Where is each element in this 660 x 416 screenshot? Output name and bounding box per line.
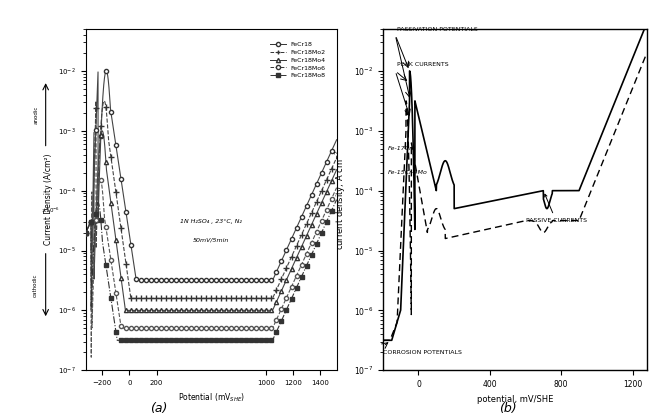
Fe-17Cr (537, 188, 545, 193)
Legend: FeCr18, FeCr18Mo2, FeCr18Mo4, FeCr18Mo6, FeCr18Mo8: FeCr18, FeCr18Mo2, FeCr18Mo4, FeCr18Mo6,… (268, 39, 329, 81)
Line: Fe-15Cr-4Mo: Fe-15Cr-4Mo (383, 53, 647, 340)
Fe-15Cr-4Mo (427, 219, 435, 224)
Text: (b): (b) (500, 402, 517, 415)
Text: PASSIVATION POTENTIALS: PASSIVATION POTENTIALS (397, 27, 478, 32)
Line: Fe-17Cr: Fe-17Cr (383, 23, 647, 340)
Fe-15Cr-4Mo (550, 218, 558, 223)
Fe-17Cr (576, 186, 583, 191)
Fe-15Cr-4Mo (480, 228, 488, 233)
Text: anodic: anodic (33, 105, 38, 124)
Text: 50mV/5min: 50mV/5min (193, 238, 230, 243)
Fe-15Cr-4Mo (596, 166, 604, 171)
Fe-17Cr (596, 137, 604, 142)
X-axis label: potential, mV/SHE: potential, mV/SHE (477, 394, 553, 404)
Fe-15Cr-4Mo (537, 228, 545, 233)
Text: (a): (a) (150, 402, 167, 415)
Y-axis label: Current Density (A/cm²): Current Density (A/cm²) (44, 154, 53, 245)
Fe-17Cr (550, 188, 558, 193)
Fe-17Cr (643, 20, 651, 25)
Fe-17Cr (379, 338, 387, 343)
Text: CORROSION POTENTIALS: CORROSION POTENTIALS (383, 350, 462, 355)
Fe-15Cr-4Mo (379, 338, 387, 343)
Fe-17Cr (480, 200, 488, 205)
Y-axis label: current density, A cm$^{-2}$: current density, A cm$^{-2}$ (334, 149, 348, 250)
Fe-15Cr-4Mo (643, 50, 651, 55)
Text: PEAK CURRENTS: PEAK CURRENTS (397, 62, 449, 67)
X-axis label: Potential (mV$_{SHE}$): Potential (mV$_{SHE}$) (178, 391, 245, 404)
Fe-17Cr (427, 165, 435, 170)
Text: $\pm$10$^{-6}$: $\pm$10$^{-6}$ (41, 205, 60, 215)
Text: PASSIVE CURRENTS: PASSIVE CURRENTS (525, 194, 587, 223)
Text: Fe-17Cr: Fe-17Cr (388, 146, 413, 151)
Text: cathodic: cathodic (33, 273, 38, 297)
Fe-15Cr-4Mo (576, 216, 583, 221)
Text: 1N H₂SO₄ , 23°C, N₂: 1N H₂SO₄ , 23°C, N₂ (180, 220, 242, 225)
Text: Fe-15Cr-4Mo: Fe-15Cr-4Mo (388, 170, 428, 175)
